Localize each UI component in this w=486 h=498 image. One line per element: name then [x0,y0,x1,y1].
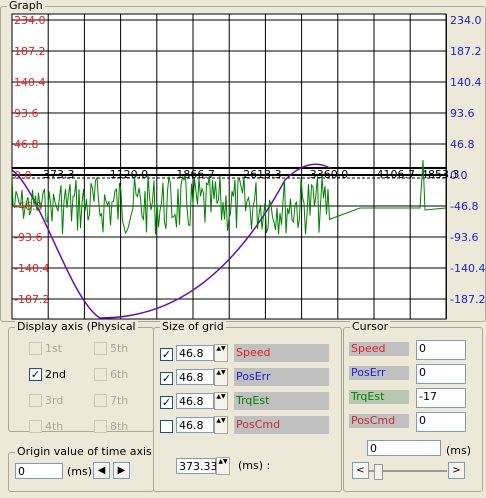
time-label: 3360.0 [310,168,349,181]
left-axis-label: 140.4 [14,76,46,89]
cursor-value[interactable]: 0 [416,364,466,384]
cursor-time-input[interactable]: 0 [367,440,441,456]
origin-input[interactable]: 0 [15,463,63,479]
left-axis-label: -93.6 [14,231,42,244]
grid-input[interactable]: 46.8 [176,417,214,433]
cursor-value[interactable]: 0 [416,412,466,432]
left-axis-label: 93.6 [14,107,39,120]
checkbox[interactable]: ✓ [29,368,42,381]
group-title: Graph [7,0,45,12]
time-label: 373.3 [43,168,75,181]
origin-group: Origin value of time axis 0 (ms) ◀ ▶ [8,445,154,492]
checkbox[interactable] [94,394,107,407]
left-axis-label: -187.2 [14,293,49,306]
right-axis-label: 234.0 [450,14,482,27]
right-axis-label: 187.2 [450,45,482,58]
unit: (ms) [446,444,472,457]
cursor-label: Speed [349,342,409,356]
left-axis-label: 46.8 [14,138,39,151]
scroll-thumb [374,464,383,480]
checkbox[interactable]: ✓ [160,348,173,361]
checkbox-label: 6th [110,368,129,381]
graph: 234.0 187.2 140.4 93.6 46.8 0.0 -46.8 -93.6 -140… [11,13,485,320]
right-axis-label: -46.8 [450,200,478,213]
series-label: TrqEst [234,392,329,410]
checkbox-label: 4th [45,420,64,433]
checkbox[interactable]: ✓ [160,396,173,409]
checkbox-label: 5th [110,342,129,355]
group-title: Cursor [350,320,391,333]
cursor-value[interactable]: 0 [416,340,466,360]
cursor-label: PosErr [349,366,409,380]
series-label: PosCmd [234,416,329,434]
time-label: 4853.3 [421,168,460,181]
checkbox-label: 2nd [45,368,66,381]
group-title: Origin value of time axis [15,445,154,458]
cursor-label: PosCmd [349,414,409,428]
checkbox[interactable] [29,394,42,407]
checkbox-label: 1st [45,342,63,355]
series-label: Speed [234,344,329,362]
cursor-group: Cursor Speed 0 PosErr 0 TrqEst -17 PosCmd 0 0 (ms)… [343,320,483,492]
grid-input[interactable]: 46.8 [176,345,214,361]
time-grid-input[interactable]: 373.33 [176,458,218,474]
scroll-left[interactable]: < [352,462,369,479]
grid-input[interactable]: 46.8 [176,369,214,385]
cursor-value[interactable]: -17 [416,388,466,408]
grid-size-group: Size of grid ✓ 46.8 ▲▼ Speed ✓ 46.8 ▲▼ PosErr ✓ 46… [153,320,342,492]
checkbox[interactable] [94,368,107,381]
group-title: Size of grid [160,320,226,333]
left-axis-label: 0.0 [14,169,32,182]
series-label: PosErr [234,368,329,386]
spin[interactable]: ▲▼ [214,416,228,434]
spin[interactable]: ▲▼ [214,344,228,362]
checkbox[interactable] [160,420,173,433]
time-label: 1120.0 [110,168,149,181]
display-axis-group: Display axis (Physical 1st ✓ 2nd 3rd 4th 5th 6t… [8,320,154,433]
right-axis-label: -140.4 [450,262,485,275]
checkbox-label: 3rd [45,394,64,407]
left-axis-label: 187.2 [14,45,46,58]
right-axis-label: 0.0 [450,169,468,182]
unit: (ms) [67,465,93,478]
checkbox[interactable] [94,420,107,433]
checkbox[interactable]: ✓ [160,372,173,385]
prev-button[interactable]: ◀ [93,462,110,479]
spin[interactable]: ▲▼ [214,392,228,410]
checkbox-label: 8th [110,420,129,433]
unit: (ms) : [238,459,271,472]
checkbox[interactable] [94,342,107,355]
right-axis-label: 93.6 [450,107,475,120]
spin[interactable]: ▲▼ [216,457,230,475]
right-axis-label: -93.6 [450,231,478,244]
group-title: Display axis (Physical [15,320,138,333]
grid-input[interactable]: 46.8 [176,393,214,409]
checkbox[interactable] [29,420,42,433]
right-axis-label: -187.2 [450,293,485,306]
next-button[interactable]: ▶ [113,462,130,479]
scroll-right[interactable]: > [448,462,465,479]
cursor-label: TrqEst [349,390,409,404]
right-axis-label: 46.8 [450,138,475,151]
left-axis-label: -140.4 [14,262,49,275]
time-label: 2613.3 [243,168,282,181]
left-axis-label: 234.0 [14,14,46,27]
right-axis-label: 140.4 [450,76,482,89]
checkbox-label: 7th [110,394,129,407]
spin[interactable]: ▲▼ [214,368,228,386]
checkbox[interactable] [29,342,42,355]
time-label: 4106.7 [377,168,416,181]
scroll-track [369,470,447,472]
trqest-trace [11,159,447,235]
poscmd-trace [11,163,331,319]
